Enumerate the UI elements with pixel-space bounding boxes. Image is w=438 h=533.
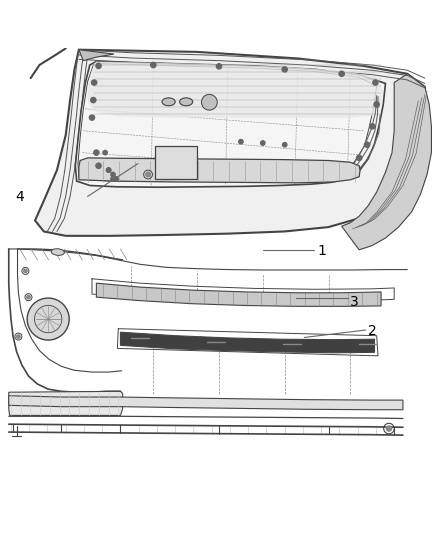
Text: 2: 2: [368, 324, 377, 338]
Polygon shape: [9, 391, 123, 415]
Text: 1: 1: [318, 244, 326, 258]
Circle shape: [89, 115, 95, 120]
Circle shape: [111, 172, 115, 177]
Text: 3: 3: [350, 295, 359, 309]
Circle shape: [283, 142, 287, 147]
Circle shape: [27, 295, 30, 299]
Polygon shape: [75, 61, 385, 187]
Circle shape: [114, 177, 118, 181]
Circle shape: [364, 142, 370, 147]
Circle shape: [357, 155, 362, 160]
Circle shape: [111, 177, 115, 181]
Circle shape: [216, 64, 222, 69]
Polygon shape: [88, 61, 383, 118]
Circle shape: [146, 172, 150, 177]
Circle shape: [24, 269, 27, 273]
Circle shape: [96, 63, 101, 69]
Polygon shape: [79, 50, 114, 61]
Circle shape: [374, 102, 379, 107]
Circle shape: [282, 67, 287, 72]
Circle shape: [17, 335, 20, 338]
Ellipse shape: [51, 249, 64, 255]
Circle shape: [261, 141, 265, 145]
Polygon shape: [9, 395, 403, 410]
Polygon shape: [342, 74, 431, 250]
Circle shape: [91, 98, 96, 103]
Circle shape: [106, 168, 111, 172]
Circle shape: [103, 150, 107, 155]
Polygon shape: [120, 332, 374, 353]
Ellipse shape: [180, 98, 193, 106]
Circle shape: [94, 150, 99, 155]
Circle shape: [151, 62, 156, 68]
Circle shape: [373, 80, 378, 85]
Polygon shape: [35, 50, 425, 236]
Polygon shape: [155, 146, 197, 179]
Circle shape: [96, 163, 101, 168]
Polygon shape: [79, 158, 360, 183]
Polygon shape: [96, 283, 381, 306]
Text: 4: 4: [15, 190, 24, 204]
Circle shape: [339, 71, 344, 76]
Circle shape: [201, 94, 217, 110]
Circle shape: [106, 168, 111, 172]
Circle shape: [239, 140, 243, 144]
Ellipse shape: [162, 98, 175, 106]
Circle shape: [370, 124, 375, 129]
Circle shape: [92, 80, 97, 85]
Circle shape: [386, 426, 392, 431]
Circle shape: [27, 298, 69, 340]
